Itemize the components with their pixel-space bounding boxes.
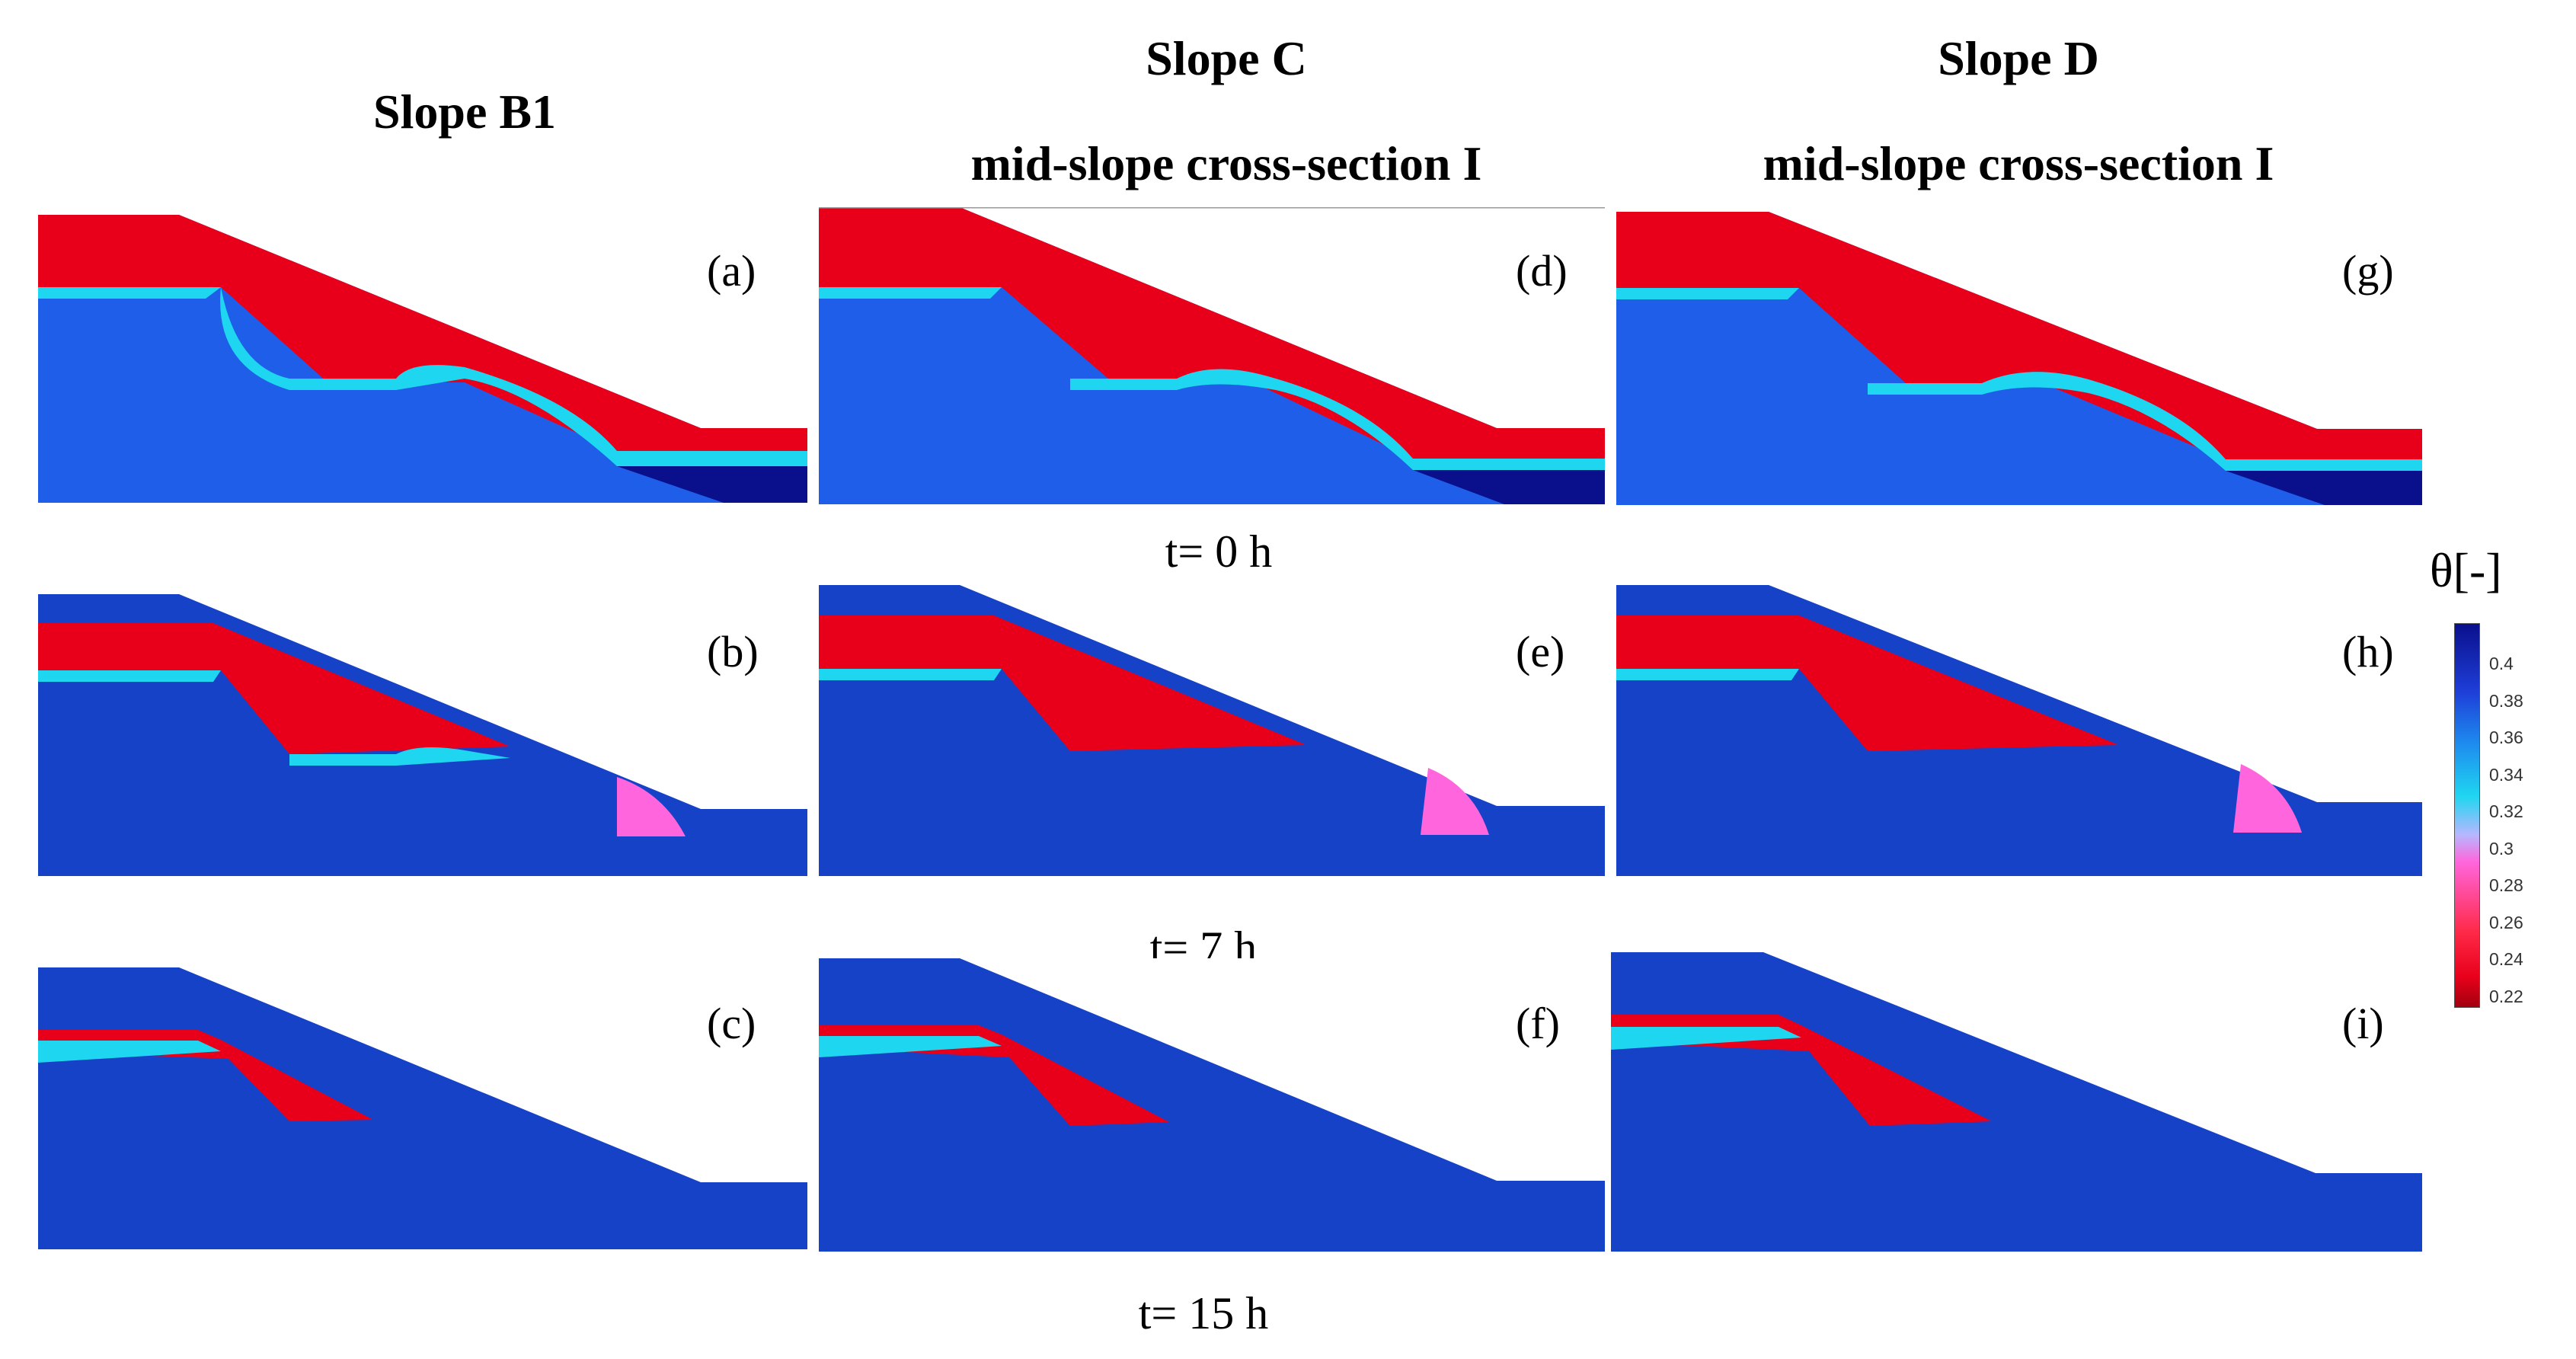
panel-label-a: (a): [707, 246, 756, 296]
panel-label-f: (f): [1516, 999, 1560, 1048]
header-slope-d-section: mid-slope cross-section I: [1763, 136, 2274, 190]
panel-g-slope-d-t0: [1616, 212, 2422, 505]
panel-c-slope-b1-t15h: [38, 967, 807, 1249]
colorbar: [2454, 623, 2480, 1008]
time-label-0h: t= 0 h: [1165, 526, 1273, 577]
panel-label-e: (e): [1516, 627, 1565, 676]
time-label-15h: t= 15 h: [1138, 1288, 1269, 1338]
colorbar-tick-label: 0.38: [2489, 690, 2523, 711]
panel-b-slope-b1-t7h: [38, 594, 807, 876]
colorbar-tick-label: 0.22: [2489, 986, 2523, 1006]
panel-e-slope-c-t7h: [819, 585, 1605, 876]
colorbar-tick-label: 0.26: [2489, 912, 2523, 932]
panel-label-h: (h): [2342, 627, 2394, 676]
colorbar-tick-label: 0.4: [2489, 654, 2514, 673]
panel-label-b: (b): [707, 627, 759, 676]
panel-label-i: (i): [2342, 999, 2384, 1048]
panel-h-slope-d-t7h: [1616, 585, 2422, 876]
panel-label-d: (d): [1516, 246, 1568, 296]
header-slope-b1: Slope B1: [372, 85, 557, 139]
colorbar-title: θ[-]: [2430, 543, 2502, 597]
colorbar-tick-label: 0.24: [2489, 949, 2523, 969]
header-slope-d: Slope D: [1938, 31, 2099, 85]
panel-a-slope-b1-t0: [38, 215, 807, 503]
panel-i-slope-d-t15h: [1611, 952, 2422, 1252]
colorbar-tick-label: 0.28: [2489, 875, 2523, 895]
colorbar-tick-label: 0.3: [2489, 838, 2514, 859]
colorbar-tick-label: 0.36: [2489, 727, 2523, 747]
header-slope-c: Slope C: [1146, 31, 1307, 85]
header-slope-c-section: mid-slope cross-section I: [970, 136, 1482, 190]
panel-label-g: (g): [2342, 246, 2394, 296]
panel-f-slope-c-t15h: [819, 958, 1605, 1252]
colorbar-tick-label: 0.32: [2489, 801, 2523, 821]
panel-label-c: (c): [707, 999, 756, 1048]
panel-d-slope-c-t0: [819, 207, 1605, 504]
colorbar-tick-label: 0.34: [2489, 764, 2523, 785]
